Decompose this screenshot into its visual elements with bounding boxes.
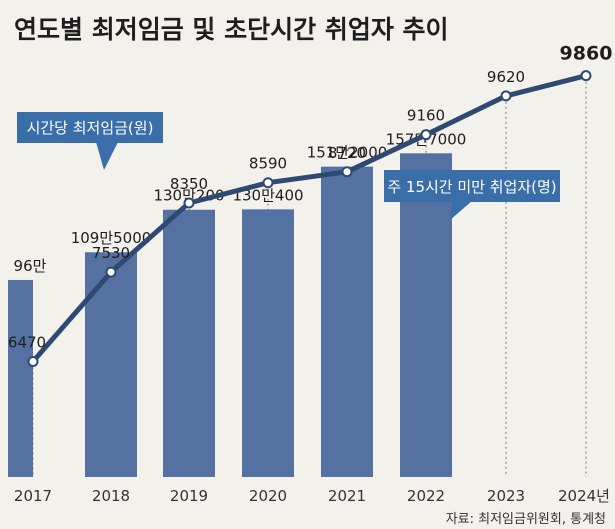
- line-point: [420, 129, 432, 141]
- bar: [85, 252, 137, 477]
- bar: [242, 209, 294, 477]
- line-point: [27, 355, 39, 367]
- bar: [8, 279, 33, 477]
- line-point: [580, 70, 592, 82]
- bar: [163, 209, 215, 477]
- source-note: 자료: 최저임금위원회, 통계청: [446, 512, 606, 527]
- x-axis-labels: 2017 2018 2019 2020 2021 2022 2023 2024년: [14, 487, 610, 505]
- legend-short-hour-workers: 주 15시간 미만 취업자(명): [384, 170, 560, 220]
- line-label: 8350: [170, 175, 208, 193]
- line-label: 9160: [407, 107, 445, 125]
- bar: [321, 166, 373, 478]
- minimum-wage-line: [30, 73, 589, 364]
- line-points: [27, 70, 592, 367]
- x-tick-label: 2024년: [558, 487, 610, 505]
- bar-label: 109만5000: [71, 229, 152, 247]
- line-labels: 6470 7530 8350 8590 8720 9160 9620 9860: [8, 43, 613, 352]
- line-label: 8720: [328, 144, 366, 162]
- legend-minimum-wage-text: 시간당 최저임금(원): [27, 119, 154, 137]
- line-label: 6470: [8, 333, 46, 351]
- x-tick-label: 2022: [407, 487, 445, 505]
- x-tick-label: 2017: [14, 487, 52, 505]
- line-point: [183, 197, 195, 209]
- x-tick-label: 2018: [92, 487, 130, 505]
- line-label: 7530: [92, 244, 130, 262]
- x-tick-label: 2020: [249, 487, 287, 505]
- line-label: 9860: [560, 43, 613, 65]
- line-point: [500, 90, 512, 102]
- bar: [400, 153, 452, 478]
- bar-labels: 96만109만5000130만200130만400151만2000157만700…: [14, 130, 467, 275]
- line-point: [105, 266, 117, 278]
- legend-minimum-wage: 시간당 최저임금(원): [17, 112, 163, 170]
- line-point: [262, 177, 274, 189]
- bar-label: 130만400: [232, 186, 303, 204]
- x-tick-label: 2019: [170, 487, 208, 505]
- x-tick-label: 2021: [328, 487, 366, 505]
- bar-label: 151만2000: [307, 144, 388, 162]
- chart-title: 연도별 최저임금 및 초단시간 취업자 추이: [14, 15, 449, 44]
- line-point: [341, 166, 353, 178]
- legend-short-hour-workers-text: 주 15시간 미만 취업자(명): [387, 178, 556, 196]
- line-label: 8590: [249, 155, 287, 173]
- x-tick-label: 2023: [487, 487, 525, 505]
- line-label: 9620: [487, 68, 525, 86]
- bar-label: 96만: [14, 257, 47, 275]
